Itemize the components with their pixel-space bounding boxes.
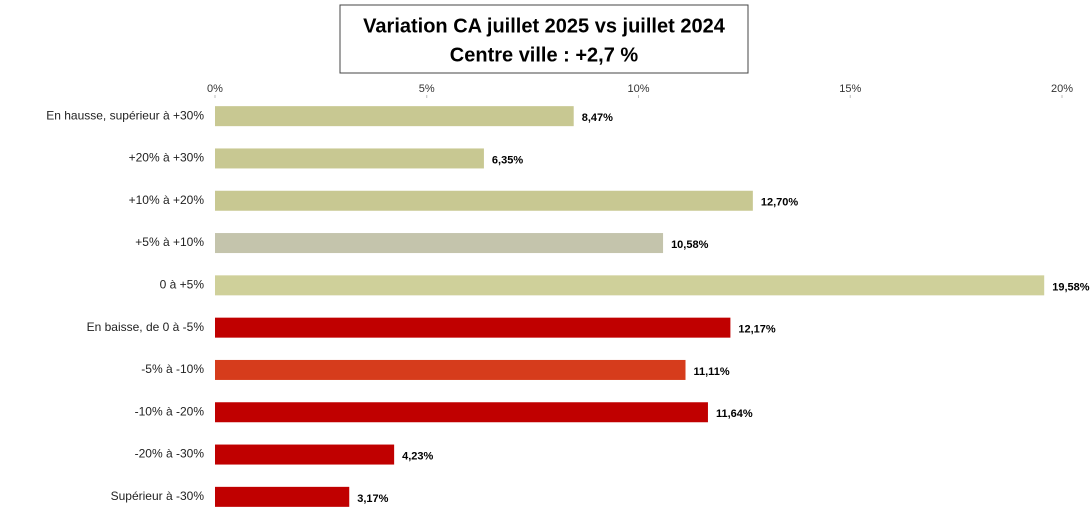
title-box <box>339 4 749 74</box>
bar <box>215 444 395 465</box>
value-label: 6,35% <box>492 154 523 166</box>
value-label: 8,47% <box>582 112 613 124</box>
value-label: 12,17% <box>738 324 776 336</box>
value-label: 4,23% <box>402 450 433 462</box>
y-tick-label: +5% à +10% <box>135 235 204 249</box>
bar <box>215 190 753 211</box>
y-tick-label: En baisse, de 0 à -5% <box>87 320 205 334</box>
bar <box>215 233 664 254</box>
y-tick-label: -20% à -30% <box>135 447 205 461</box>
x-tick-label: 20% <box>1051 83 1073 95</box>
y-tick-label: -5% à -10% <box>141 362 204 376</box>
x-tick-label: 15% <box>839 83 861 95</box>
bar <box>215 486 350 507</box>
chart-subtitle: Centre ville : +2,7 % <box>450 44 639 66</box>
bar <box>215 317 731 338</box>
value-label: 3,17% <box>357 493 388 505</box>
value-label: 11,64% <box>716 408 753 420</box>
bar <box>215 359 686 380</box>
x-tick-label: 0% <box>207 83 223 95</box>
value-label: 10,58% <box>671 239 709 251</box>
chart-title: Variation CA juillet 2025 vs juillet 202… <box>363 15 726 37</box>
y-tick-label: -10% à -20% <box>135 404 205 418</box>
bar <box>215 148 484 169</box>
value-label: 19,58% <box>1052 281 1090 293</box>
bar <box>215 402 708 423</box>
y-tick-label: En hausse, supérieur à +30% <box>46 108 204 122</box>
x-tick-label: 10% <box>627 83 649 95</box>
value-label: 12,70% <box>761 197 799 209</box>
bar <box>215 275 1045 296</box>
y-tick-label: 0 à +5% <box>160 278 205 292</box>
bar <box>215 106 574 127</box>
x-tick-label: 5% <box>419 83 435 95</box>
value-label: 11,11% <box>694 366 730 378</box>
y-tick-label: +20% à +30% <box>129 151 205 165</box>
y-tick-label: Supérieur à -30% <box>111 489 205 503</box>
y-tick-label: +10% à +20% <box>129 193 205 207</box>
